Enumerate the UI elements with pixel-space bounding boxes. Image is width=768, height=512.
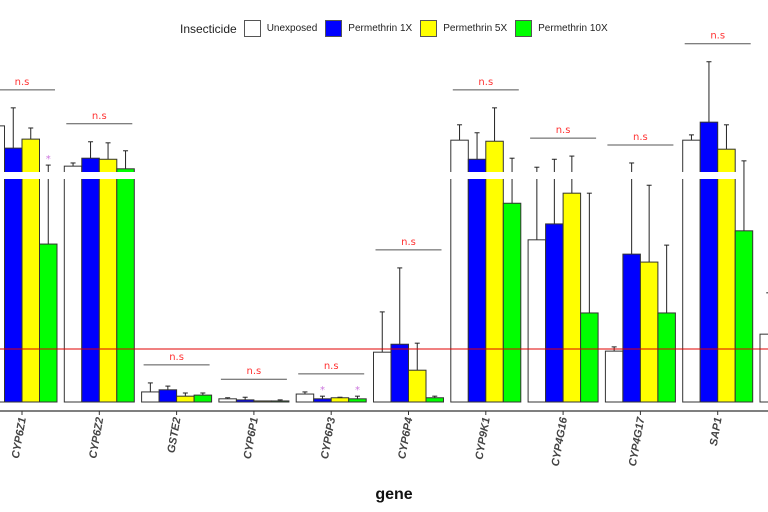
bar-permethrin-5x [562, 192, 582, 403]
bar-permethrin-1x [545, 223, 564, 403]
bar-permethrin-1x [467, 158, 487, 403]
bar-unexposed [0, 125, 5, 403]
significance-label: n.s [92, 111, 107, 122]
legend-key-permethrin-10x [515, 20, 533, 37]
x-tick-label: CYP9K1 [474, 416, 493, 460]
bar-permethrin-5x [639, 261, 659, 403]
bar-permethrin-10x [116, 168, 135, 403]
significance-label: n.s [710, 31, 725, 42]
significance-label: n.s [556, 125, 571, 136]
bar-permethrin-5x [485, 140, 504, 403]
significance-star: * [355, 385, 360, 396]
bar-unexposed [295, 393, 315, 403]
x-tick-label: SAP1 [708, 416, 725, 446]
x-tick-label: CYP4G17 [627, 416, 648, 468]
bar-permethrin-1x [158, 389, 178, 403]
bar-permethrin-1x [390, 343, 409, 403]
bar-permethrin-10x [502, 202, 522, 403]
bar-permethrin-10x [193, 394, 213, 403]
legend-key-permethrin-5x [420, 20, 438, 37]
x-tick-label: CYP4G16 [550, 416, 571, 468]
significance-star: * [46, 154, 51, 165]
x-tick-label: GSTE2 [165, 416, 183, 454]
legend-label-permethrin-10x: Permethrin 10X [538, 23, 608, 34]
bar-unexposed [141, 391, 160, 403]
significance-label: n.s [324, 361, 339, 372]
bar-permethrin-5x [176, 395, 195, 403]
bar-permethrin-10x [425, 397, 444, 403]
bar-unexposed [450, 139, 469, 403]
bar-permethrin-1x [313, 398, 332, 403]
significance-label: n.s [478, 77, 493, 88]
bar-unexposed [604, 350, 624, 403]
bar-permethrin-10x [580, 312, 599, 403]
bar-permethrin-5x [717, 148, 736, 403]
significance-label: n.s [633, 132, 648, 143]
x-tick-label: CYP6Z1 [10, 416, 29, 459]
bar-permethrin-10x [348, 398, 367, 403]
bar-permethrin-10x [270, 400, 290, 403]
x-tick-label: CYP6P3 [319, 416, 338, 460]
legend-title: Insecticide [180, 21, 237, 36]
bar-unexposed [759, 333, 768, 403]
bar-permethrin-1x [81, 157, 100, 403]
bar-permethrin-1x [4, 147, 23, 403]
bar-unexposed [527, 239, 547, 403]
bar-permethrin-1x [235, 399, 255, 403]
bar-permethrin-5x [98, 158, 118, 403]
legend: Insecticide Unexposed Permethrin 1X Perm… [180, 20, 614, 37]
legend-key-unexposed [243, 20, 261, 37]
bar-permethrin-1x [699, 121, 719, 403]
bar-permethrin-10x [734, 230, 754, 403]
bar-unexposed [63, 165, 83, 403]
bar-permethrin-5x [330, 397, 350, 403]
legend-label-permethrin-1x: Permethrin 1X [348, 23, 413, 34]
x-tick-label: CYP6P1 [242, 416, 261, 460]
bar-unexposed [682, 139, 701, 403]
x-axis-title: gene [375, 486, 413, 503]
legend-key-permethrin-1x [325, 20, 343, 37]
bar-permethrin-5x [408, 369, 427, 403]
legend-label-unexposed: Unexposed [266, 23, 318, 34]
bar-unexposed [218, 398, 237, 403]
x-tick-label: CYP6Z2 [87, 416, 106, 459]
bar-permethrin-5x [253, 400, 272, 403]
legend-label-permethrin-5x: Permethrin 5X [443, 23, 508, 34]
bar-permethrin-1x [622, 253, 641, 403]
significance-label: n.s [15, 77, 30, 88]
significance-label: n.s [247, 366, 262, 377]
bar-unexposed [373, 351, 392, 403]
bar-permethrin-10x [657, 312, 676, 403]
significance-label: n.s [169, 352, 184, 363]
x-tick-label: CYP6P4 [396, 416, 415, 460]
bar-permethrin-10x [39, 243, 58, 403]
significance-label: n.s [401, 237, 416, 248]
significance-star: * [320, 385, 325, 396]
axis-break [0, 172, 740, 179]
